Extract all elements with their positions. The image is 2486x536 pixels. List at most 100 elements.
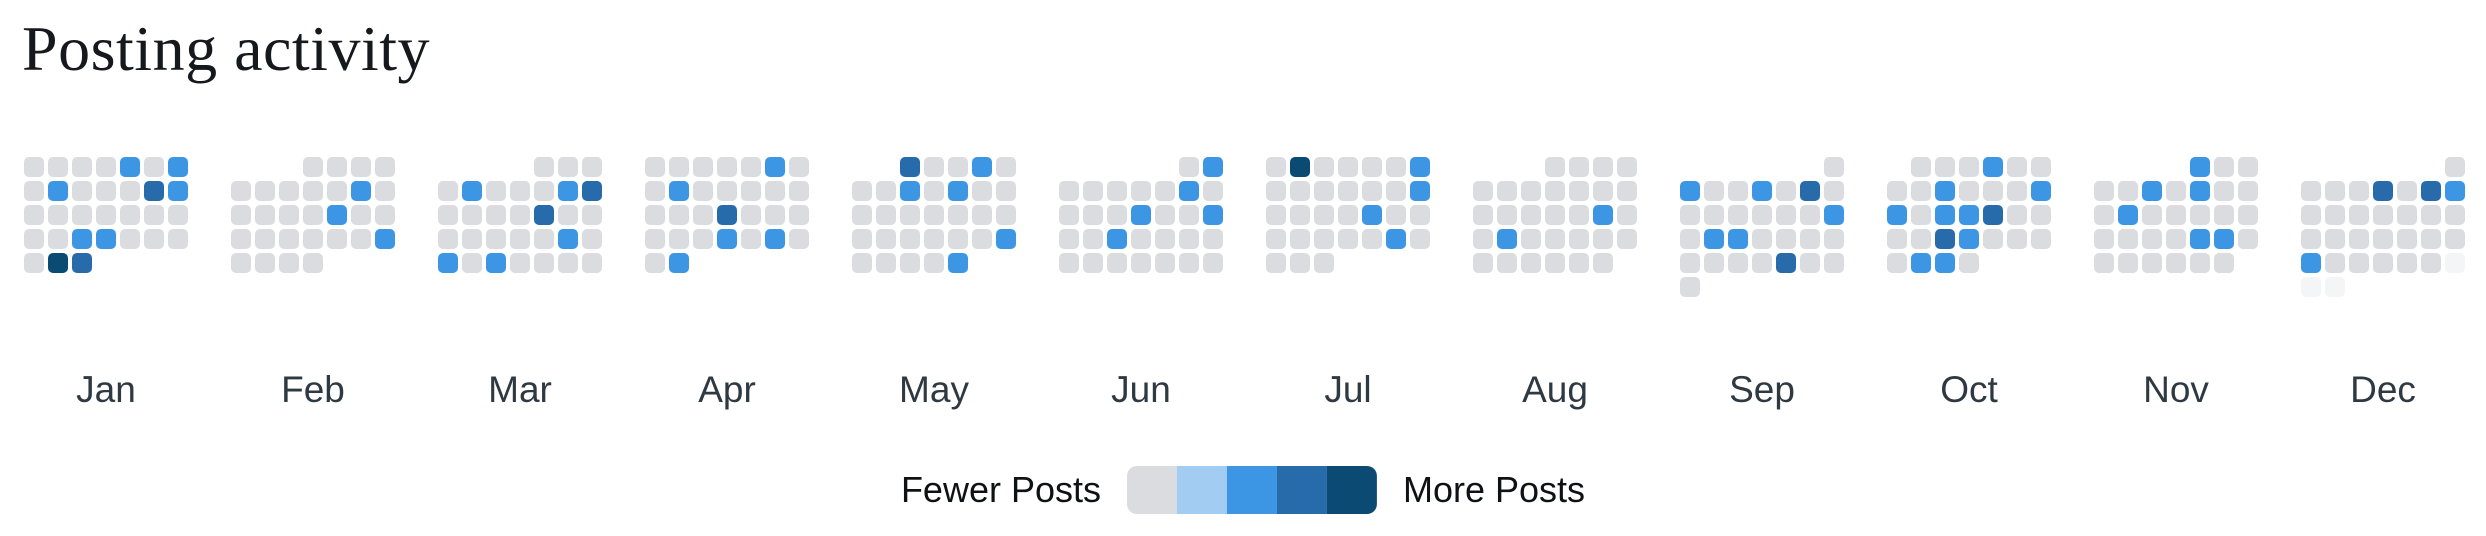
day-cell[interactable] (876, 181, 896, 201)
day-cell[interactable] (582, 229, 602, 249)
day-cell[interactable] (924, 253, 944, 273)
day-cell[interactable] (1473, 229, 1493, 249)
day-cell[interactable] (1314, 157, 1334, 177)
day-cell[interactable] (375, 181, 395, 201)
day-cell[interactable] (2325, 181, 2345, 201)
day-cell[interactable] (2118, 205, 2138, 225)
day-cell[interactable] (1338, 229, 1358, 249)
day-cell[interactable] (1959, 157, 1979, 177)
day-cell[interactable] (558, 157, 578, 177)
day-cell[interactable] (1473, 253, 1493, 273)
day-cell[interactable] (24, 181, 44, 201)
day-cell[interactable] (2214, 157, 2234, 177)
day-cell[interactable] (303, 229, 323, 249)
day-cell[interactable] (2421, 205, 2441, 225)
day-cell[interactable] (1290, 229, 1310, 249)
day-cell[interactable] (1800, 205, 1820, 225)
day-cell[interactable] (2445, 253, 2465, 273)
day-cell[interactable] (900, 253, 920, 273)
day-cell[interactable] (24, 229, 44, 249)
day-cell[interactable] (996, 205, 1016, 225)
day-cell[interactable] (72, 181, 92, 201)
day-cell[interactable] (2238, 205, 2258, 225)
day-cell[interactable] (1935, 181, 1955, 201)
day-cell[interactable] (2190, 205, 2210, 225)
day-cell[interactable] (1083, 229, 1103, 249)
day-cell[interactable] (231, 229, 251, 249)
day-cell[interactable] (303, 157, 323, 177)
day-cell[interactable] (1059, 229, 1079, 249)
day-cell[interactable] (438, 205, 458, 225)
day-cell[interactable] (534, 181, 554, 201)
day-cell[interactable] (2445, 181, 2465, 201)
day-cell[interactable] (144, 205, 164, 225)
day-cell[interactable] (2325, 205, 2345, 225)
day-cell[interactable] (462, 229, 482, 249)
day-cell[interactable] (144, 157, 164, 177)
day-cell[interactable] (789, 181, 809, 201)
day-cell[interactable] (24, 157, 44, 177)
day-cell[interactable] (789, 205, 809, 225)
day-cell[interactable] (1155, 229, 1175, 249)
day-cell[interactable] (1107, 205, 1127, 225)
day-cell[interactable] (2142, 229, 2162, 249)
day-cell[interactable] (2166, 205, 2186, 225)
day-cell[interactable] (1314, 229, 1334, 249)
day-cell[interactable] (1935, 205, 1955, 225)
day-cell[interactable] (1911, 253, 1931, 273)
day-cell[interactable] (144, 181, 164, 201)
day-cell[interactable] (1569, 157, 1589, 177)
day-cell[interactable] (1680, 205, 1700, 225)
day-cell[interactable] (1935, 253, 1955, 273)
day-cell[interactable] (1569, 205, 1589, 225)
day-cell[interactable] (1983, 181, 2003, 201)
day-cell[interactable] (2445, 157, 2465, 177)
day-cell[interactable] (438, 253, 458, 273)
day-cell[interactable] (2445, 205, 2465, 225)
day-cell[interactable] (2214, 181, 2234, 201)
day-cell[interactable] (2214, 229, 2234, 249)
day-cell[interactable] (1083, 181, 1103, 201)
day-cell[interactable] (255, 229, 275, 249)
day-cell[interactable] (510, 205, 530, 225)
day-cell[interactable] (1617, 181, 1637, 201)
day-cell[interactable] (327, 205, 347, 225)
day-cell[interactable] (2445, 229, 2465, 249)
day-cell[interactable] (1314, 181, 1334, 201)
day-cell[interactable] (852, 181, 872, 201)
day-cell[interactable] (1179, 229, 1199, 249)
day-cell[interactable] (2118, 253, 2138, 273)
day-cell[interactable] (1776, 181, 1796, 201)
day-cell[interactable] (2397, 229, 2417, 249)
day-cell[interactable] (2007, 181, 2027, 201)
day-cell[interactable] (558, 229, 578, 249)
day-cell[interactable] (645, 253, 665, 273)
day-cell[interactable] (1362, 229, 1382, 249)
day-cell[interactable] (1935, 229, 1955, 249)
day-cell[interactable] (1266, 229, 1286, 249)
day-cell[interactable] (900, 181, 920, 201)
day-cell[interactable] (717, 181, 737, 201)
day-cell[interactable] (1410, 205, 1430, 225)
day-cell[interactable] (438, 229, 458, 249)
day-cell[interactable] (765, 181, 785, 201)
day-cell[interactable] (2031, 181, 2051, 201)
day-cell[interactable] (972, 181, 992, 201)
day-cell[interactable] (582, 205, 602, 225)
day-cell[interactable] (1776, 205, 1796, 225)
day-cell[interactable] (1800, 229, 1820, 249)
day-cell[interactable] (1728, 229, 1748, 249)
day-cell[interactable] (1911, 157, 1931, 177)
day-cell[interactable] (558, 181, 578, 201)
day-cell[interactable] (1497, 229, 1517, 249)
day-cell[interactable] (1824, 253, 1844, 273)
day-cell[interactable] (1083, 205, 1103, 225)
day-cell[interactable] (48, 205, 68, 225)
day-cell[interactable] (279, 181, 299, 201)
day-cell[interactable] (852, 205, 872, 225)
day-cell[interactable] (1338, 181, 1358, 201)
day-cell[interactable] (2094, 253, 2114, 273)
day-cell[interactable] (924, 181, 944, 201)
day-cell[interactable] (462, 205, 482, 225)
day-cell[interactable] (486, 253, 506, 273)
